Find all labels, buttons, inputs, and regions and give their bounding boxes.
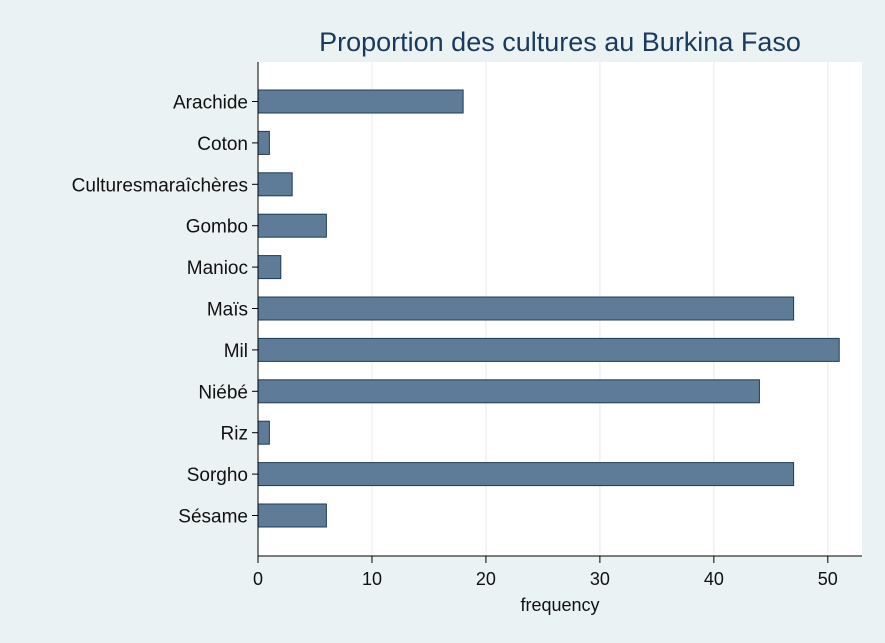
x-tick-label: 20 [476, 569, 496, 589]
x-tick-label: 40 [704, 569, 724, 589]
bar [257, 130, 270, 155]
category-label: Gombo [186, 217, 248, 238]
category-labels: Arachide Coton Culturesmaraîchères Gombo Man… [72, 93, 258, 528]
x-axis-title: frequency [520, 595, 599, 615]
chart-title: Proportion des cultures au Burkina Faso [319, 27, 801, 57]
category-label: Sésame [178, 507, 248, 528]
category-label: Arachide [173, 93, 248, 114]
bar [257, 337, 840, 362]
bar [257, 172, 293, 197]
bars [257, 89, 840, 528]
bar [257, 462, 795, 487]
bar [257, 296, 795, 321]
category-label: Mil [224, 341, 248, 362]
x-tick-label: 0 [253, 569, 263, 589]
category-label: Riz [221, 424, 248, 445]
bar [257, 213, 327, 238]
category-label: Niébé [198, 382, 248, 403]
bar [257, 379, 760, 404]
category-label: Coton [197, 134, 248, 155]
bar [257, 420, 270, 445]
x-tick-label: 50 [818, 569, 838, 589]
x-ticks: 0 10 20 30 40 50 [253, 556, 838, 589]
bar [257, 503, 327, 528]
category-label: Maïs [207, 300, 248, 321]
x-tick-label: 30 [590, 569, 610, 589]
category-label: Culturesmaraîchères [72, 175, 248, 196]
category-label: Sorgho [187, 465, 248, 486]
category-label: Manioc [187, 258, 248, 279]
bar [257, 89, 464, 114]
bar [257, 255, 282, 280]
x-tick-label: 10 [362, 569, 382, 589]
